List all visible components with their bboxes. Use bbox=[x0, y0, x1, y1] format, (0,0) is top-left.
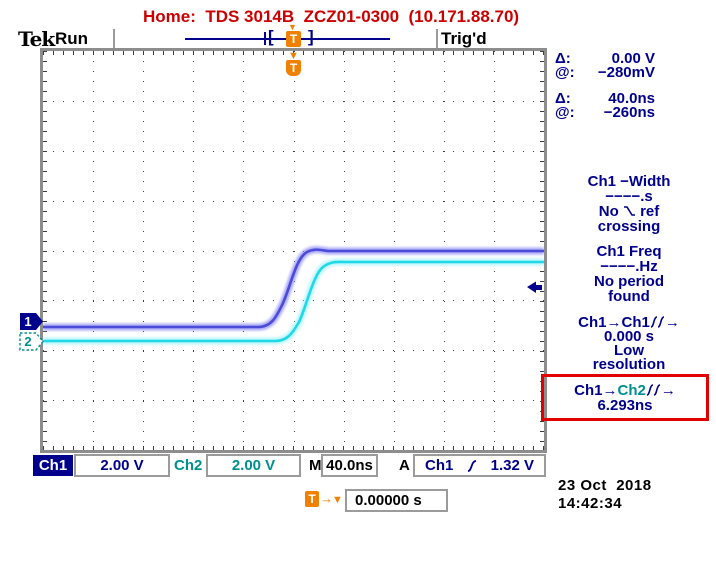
measurement-note: Low bbox=[614, 342, 644, 359]
tek-logo: Tek bbox=[18, 27, 55, 51]
timebase-readout: 40.0ns bbox=[321, 454, 378, 477]
record-window-bracket-left: [ bbox=[268, 27, 274, 46]
cursor-value: −260ns bbox=[603, 104, 655, 121]
cursor-delta-t-row: Δ: 40.0ns bbox=[555, 90, 655, 107]
ch2-position-marker: 2 bbox=[19, 332, 44, 351]
cursor-value: −280mV bbox=[597, 64, 655, 81]
cursor-label: @: bbox=[555, 104, 575, 121]
cursor-label: @: bbox=[555, 64, 575, 81]
grid-line bbox=[43, 350, 544, 352]
separator bbox=[436, 29, 438, 50]
ch2-trace bbox=[43, 258, 544, 345]
measurement-value: −−−−.Hz bbox=[600, 258, 658, 275]
measurement-value: 0.000 s bbox=[603, 328, 655, 345]
measurement-title: Ch1→Ch2 → bbox=[574, 382, 676, 399]
measurement-title: Ch1 Freq bbox=[596, 243, 662, 260]
svg-text:1: 1 bbox=[24, 314, 31, 329]
trigger-position-arrow-icon: ▼ bbox=[288, 50, 299, 62]
record-window-bracket-right: ] bbox=[308, 27, 314, 46]
measurement-value: 6.293ns bbox=[597, 397, 653, 414]
acquisition-state: Run bbox=[55, 29, 89, 48]
measurement-delay-ch1-ch2-selected[interactable]: Ch1→Ch2 → 6.293ns bbox=[541, 374, 709, 421]
plot-area: ▼ T bbox=[43, 51, 544, 450]
timebase-label: M bbox=[309, 457, 322, 474]
measurement-delay-ch1-ch1: Ch1→Ch1 → 0.000 s Low resolution bbox=[546, 315, 712, 372]
trigger-position-t-icon: T bbox=[286, 60, 301, 76]
cursor-value: 0.00 V bbox=[611, 50, 655, 67]
cursor-at-t-row: @: −260ns bbox=[555, 104, 655, 121]
graticule: ▼ T bbox=[40, 48, 547, 453]
record-view-tick bbox=[264, 32, 266, 45]
graticule-ticks-bottom bbox=[43, 446, 544, 450]
ch2-scale-readout: 2.00 V bbox=[206, 454, 301, 477]
measurement-ch1-freq: Ch1 Freq −−−−.Hz No period found bbox=[546, 244, 712, 304]
measurement-ch1-width: Ch1 −Width −−−−.s No ref crossing bbox=[546, 174, 712, 234]
measurement-value: −−−−.s bbox=[605, 188, 653, 205]
trigger-level: 1.32 V bbox=[490, 457, 534, 474]
rising-edges-icon bbox=[646, 384, 661, 396]
measurement-note: crossing bbox=[597, 218, 661, 235]
page-title: Home: TDS 3014B ZCZ01-0300 (10.171.88.70… bbox=[143, 7, 520, 26]
measurement-note: resolution bbox=[592, 356, 666, 373]
cursor-at-v-row: @: −280mV bbox=[555, 64, 655, 81]
time-display: 14:42:34 bbox=[558, 495, 623, 512]
measurement-note: No period bbox=[594, 273, 664, 290]
grid-line bbox=[43, 300, 544, 302]
ch1-trace bbox=[43, 246, 544, 331]
trigger-readout: Ch1 1.32 V bbox=[413, 454, 546, 477]
measurement-title: Ch1→Ch1 → bbox=[578, 314, 680, 331]
measurement-title: Ch1 −Width bbox=[587, 173, 671, 190]
grid-line bbox=[43, 200, 544, 202]
trigger-marker-icon: ▼ bbox=[288, 22, 297, 32]
cursor-delta-v-row: Δ: 0.00 V bbox=[555, 50, 655, 67]
graticule-ticks-top bbox=[43, 51, 544, 55]
trigger-level-arrow-icon bbox=[527, 281, 542, 293]
grid-line bbox=[43, 100, 544, 102]
svg-text:2: 2 bbox=[24, 334, 31, 349]
trigger-source-label: A bbox=[399, 457, 410, 474]
separator bbox=[113, 29, 115, 50]
trigger-source: Ch1 bbox=[425, 457, 454, 474]
rising-edge-icon bbox=[467, 459, 477, 472]
trigger-t-icon: T bbox=[286, 31, 301, 47]
ch1-scale-readout: 2.00 V bbox=[74, 454, 170, 477]
cursor-label: Δ: bbox=[555, 50, 571, 67]
date-display: 23 Oct 2018 bbox=[558, 477, 652, 494]
rising-edges-icon bbox=[650, 316, 665, 328]
grid-line bbox=[43, 250, 544, 252]
horizontal-delay-readout: 0.00000 s bbox=[345, 489, 448, 512]
measurement-note: No ref bbox=[598, 203, 660, 220]
cursor-value: 40.0ns bbox=[608, 90, 655, 107]
grid-line bbox=[43, 400, 544, 402]
trigger-status: Trig'd bbox=[441, 29, 487, 48]
cursor-label: Δ: bbox=[555, 90, 571, 107]
ch1-badge: Ch1 bbox=[33, 455, 73, 476]
ch2-label: Ch2 bbox=[174, 457, 203, 474]
graticule-ticks-left bbox=[43, 51, 47, 450]
ch1-position-marker: 1 bbox=[20, 313, 43, 330]
delay-t-icon: T bbox=[305, 491, 319, 507]
measurement-note: found bbox=[608, 288, 650, 305]
delay-marker-icon: ▼ bbox=[332, 494, 343, 506]
delay-arrow-icon: → bbox=[320, 491, 333, 506]
waveform-display bbox=[43, 246, 544, 345]
grid-line bbox=[43, 150, 544, 152]
falling-edge-icon bbox=[623, 206, 635, 216]
